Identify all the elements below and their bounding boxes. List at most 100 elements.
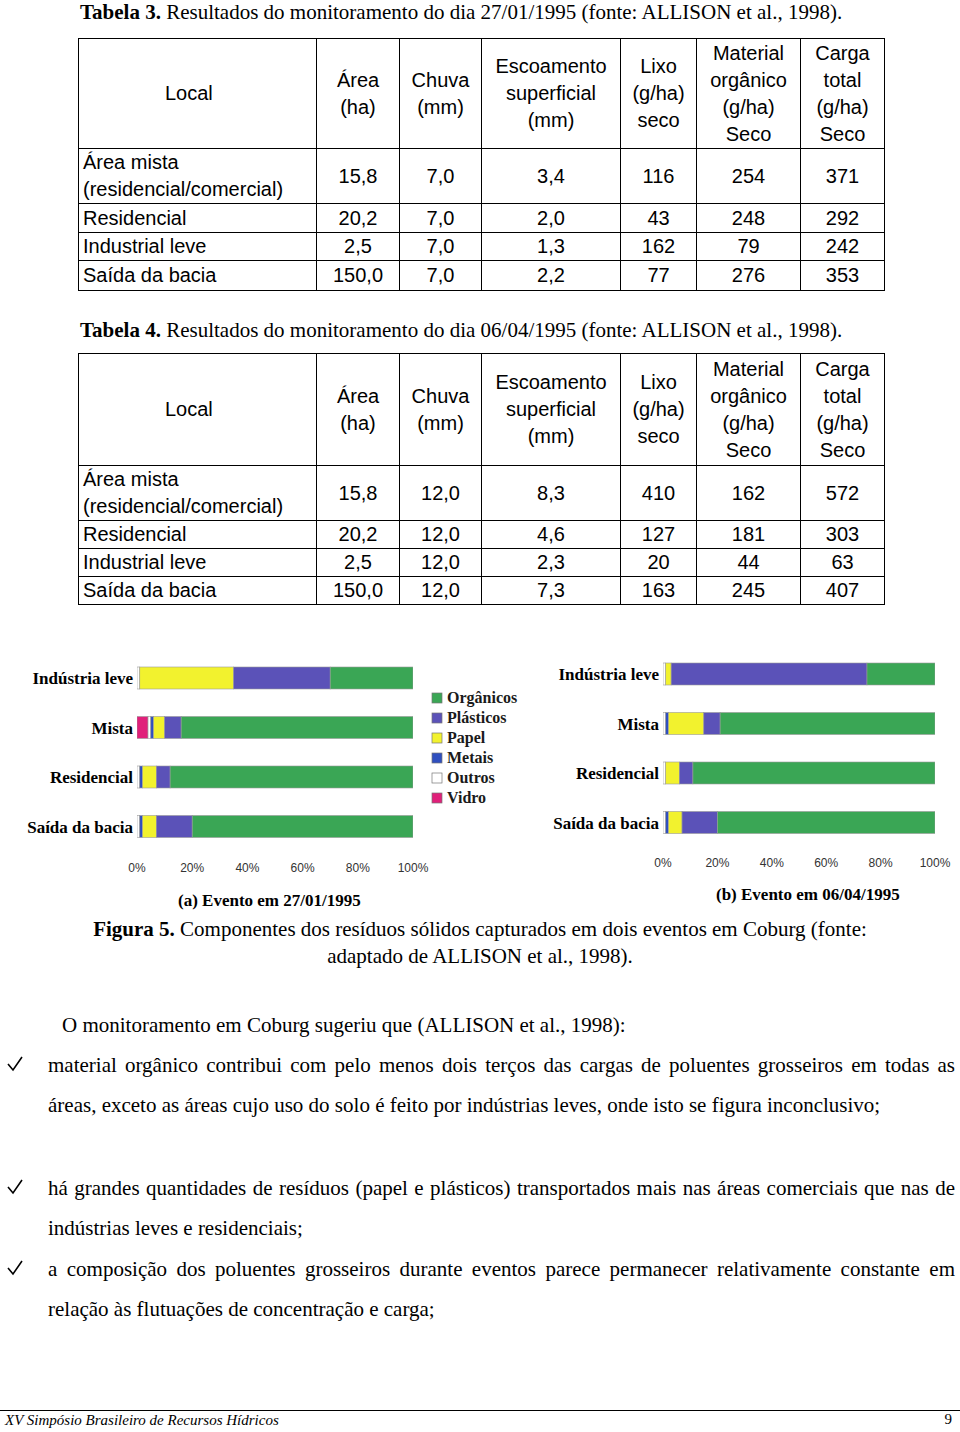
cell-text: 410 xyxy=(642,482,675,504)
data-table: LocalÁrea(ha)Chuva(mm)Escoamentosuperfic… xyxy=(78,38,885,291)
table-cell: 2,3 xyxy=(482,549,621,577)
cell-text: 2,5 xyxy=(344,551,372,573)
cell-text: 371 xyxy=(826,165,859,187)
tick-label: 60% xyxy=(291,861,315,875)
cell-text: 12,0 xyxy=(421,523,460,545)
table-cell: 12,0 xyxy=(400,521,482,549)
header-text: Material xyxy=(713,358,784,380)
page-number-text: 9 xyxy=(945,1411,953,1427)
bar-segment xyxy=(140,766,143,788)
header-text: superficial xyxy=(506,82,596,104)
bar-segment xyxy=(666,663,671,685)
cell-text: Área mista (residencial/comercial) xyxy=(83,151,283,200)
table-cell: 410 xyxy=(621,466,697,521)
bars xyxy=(663,663,935,834)
footer-left: XV Simpósio Brasileiro de Recursos Hídri… xyxy=(5,1412,279,1429)
cell-text: 12,0 xyxy=(421,579,460,601)
header-text: (mm) xyxy=(417,412,464,434)
table-cell: 44 xyxy=(697,549,801,577)
cell-text: 7,0 xyxy=(427,235,455,257)
header-text: Material xyxy=(713,42,784,64)
bar-segment xyxy=(165,717,182,739)
table-row: Área mista (residencial/comercial)15,87,… xyxy=(79,149,885,204)
table-cell: 303 xyxy=(801,521,885,549)
tick-label: 40% xyxy=(235,861,259,875)
cell-text: 292 xyxy=(826,207,859,229)
header-cell: Local xyxy=(79,354,317,466)
header-text: Seco xyxy=(820,439,866,461)
cell-text: 245 xyxy=(732,579,765,601)
header-text: (mm) xyxy=(528,425,575,447)
bar-segment xyxy=(668,713,703,735)
category-label: Mista xyxy=(617,715,659,734)
cell-text: 7,0 xyxy=(427,165,455,187)
bar-segment xyxy=(137,816,140,838)
table-cell: Saída da bacia xyxy=(79,577,317,605)
table-cell: 77 xyxy=(621,261,697,291)
footer-text: XV Simpósio Brasileiro de Recursos Hídri… xyxy=(5,1412,279,1428)
caption-label: Figura 5. xyxy=(93,917,175,941)
header-text: Escoamento xyxy=(495,55,606,77)
table-cell: 7,0 xyxy=(400,204,482,233)
legend-label: Papel xyxy=(447,729,486,747)
table-cell: 248 xyxy=(697,204,801,233)
table-cell: 242 xyxy=(801,233,885,261)
header-cell: Lixo(g/ha)seco xyxy=(621,39,697,149)
table-cell: 12,0 xyxy=(400,577,482,605)
header-text: Escoamento xyxy=(495,371,606,393)
cell-text: 20 xyxy=(647,551,669,573)
cell-text: 276 xyxy=(732,264,765,286)
header-text: (g/ha) xyxy=(816,96,868,118)
table-cell: 371 xyxy=(801,149,885,204)
bar-segment xyxy=(148,717,151,739)
tick-label: 80% xyxy=(869,856,893,870)
header-text: seco xyxy=(637,109,679,131)
cell-text: 20,2 xyxy=(339,523,378,545)
category-label: Saída da bacia xyxy=(27,818,133,837)
header-text: Seco xyxy=(726,123,772,145)
cell-text: 116 xyxy=(643,165,675,187)
header-text: Chuva xyxy=(412,385,470,407)
bar-segment xyxy=(663,663,666,685)
header-cell: Área(ha) xyxy=(317,39,400,149)
bar-segment xyxy=(671,663,867,685)
category-label: Saída da bacia xyxy=(553,814,659,833)
table-cell: Área mista (residencial/comercial) xyxy=(79,466,317,521)
table-row: Industrial leve2,57,01,316279242 xyxy=(79,233,885,261)
cell-text: 43 xyxy=(647,207,669,229)
bar-segment xyxy=(143,816,157,838)
table-row: Saída da bacia150,012,07,3163245407 xyxy=(79,577,885,605)
bullet-item: há grandes quantidades de resíduos (pape… xyxy=(48,1168,955,1248)
bar-segment xyxy=(170,766,413,788)
table-cell: Residencial xyxy=(79,521,317,549)
chart-title: (b) Evento em 06/04/1995 xyxy=(716,885,900,904)
table-cell: 162 xyxy=(697,466,801,521)
header-text: orgânico xyxy=(710,385,787,407)
legend: OrgânicosPlásticosPapelMetaisOutrosVidro xyxy=(432,689,517,806)
cell-text: 127 xyxy=(642,523,675,545)
check-icon xyxy=(6,1178,24,1196)
table-cell: 353 xyxy=(801,261,885,291)
bar-segment xyxy=(156,816,192,838)
category-label: Residencial xyxy=(576,764,659,783)
table-cell: 276 xyxy=(697,261,801,291)
bar-segment xyxy=(704,713,720,735)
cell-text: 353 xyxy=(826,264,859,286)
bar-segment xyxy=(181,717,413,739)
cell-text: 7,0 xyxy=(427,207,455,229)
bar-segment xyxy=(192,816,413,838)
legend-swatch xyxy=(432,693,442,703)
header-cell: Cargatotal(g/ha)Seco xyxy=(801,39,885,149)
category-label: Mista xyxy=(91,719,133,738)
cell-text: 4,6 xyxy=(537,523,565,545)
cell-text: 7,0 xyxy=(427,264,455,286)
table-cell: 1,3 xyxy=(482,233,621,261)
cell-text: Industrial leve xyxy=(83,235,206,257)
cell-text: 8,3 xyxy=(537,482,565,504)
table-cell: Industrial leve xyxy=(79,549,317,577)
check-icon xyxy=(6,1055,24,1073)
tick-label: 0% xyxy=(128,861,146,875)
header-row: LocalÁrea(ha)Chuva(mm)Escoamentosuperfic… xyxy=(79,354,885,466)
cell-text: 242 xyxy=(826,235,859,257)
table-cell: Saída da bacia xyxy=(79,261,317,291)
